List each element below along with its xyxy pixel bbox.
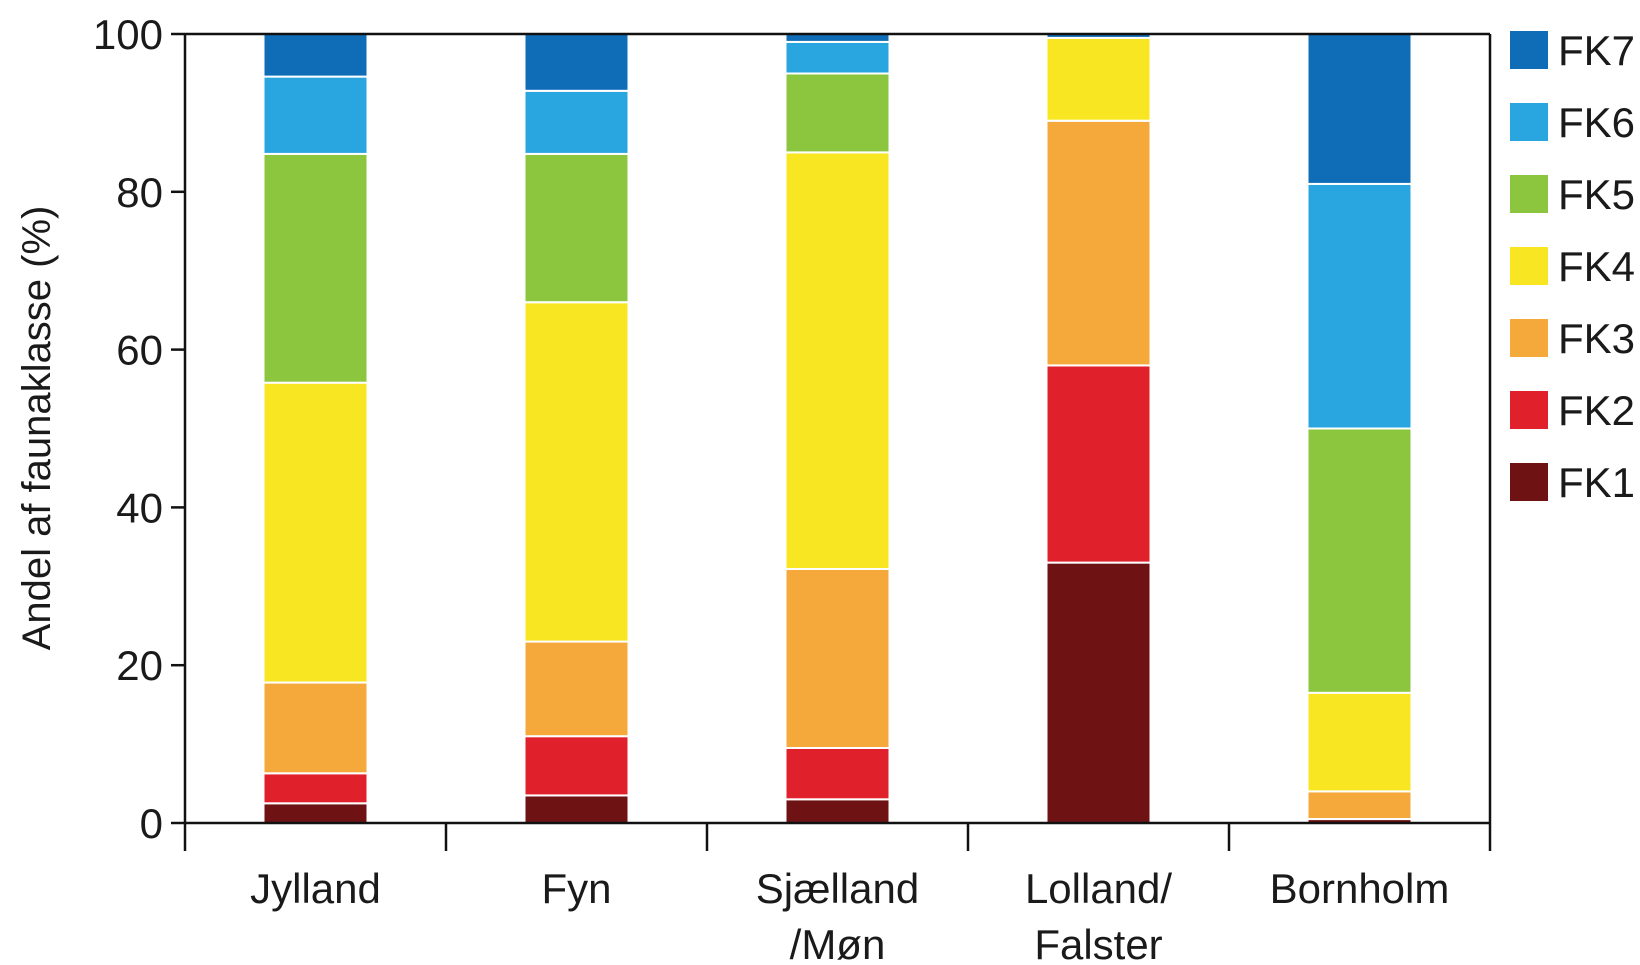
bar-segment-fk5-3 bbox=[784, 72, 891, 154]
bar-segment-fk7-5 bbox=[1306, 33, 1413, 185]
legend-swatch-fk1 bbox=[1510, 463, 1548, 501]
axes-layer: 0 20 40 60 80 100 Jylland Fyn Sjælland/Møn Lollan… bbox=[93, 11, 1492, 965]
bar-segment-fk1-2 bbox=[523, 794, 630, 825]
bar-segment-fk4-1 bbox=[262, 381, 369, 684]
bar-segment-fk7-2 bbox=[523, 33, 630, 92]
y-tick-label-40: 40 bbox=[116, 484, 163, 531]
legend-label-fk3: FK3 bbox=[1558, 315, 1635, 362]
legend-swatch-fk2 bbox=[1510, 391, 1548, 429]
bar-segment-fk4-3 bbox=[784, 151, 891, 570]
y-tick-label-100: 100 bbox=[93, 11, 163, 58]
bar-segment-fk1-3 bbox=[784, 798, 891, 824]
bar-segment-fk4-4 bbox=[1045, 36, 1152, 122]
bar-segment-fk6-5 bbox=[1306, 182, 1413, 430]
bar-segment-fk3-2 bbox=[523, 640, 630, 738]
bar-segment-fk6-1 bbox=[262, 75, 369, 155]
y-tick-label-60: 60 bbox=[116, 327, 163, 374]
y-tick-label-20: 20 bbox=[116, 642, 163, 689]
x-category-label-4-line1: Lolland/ bbox=[1025, 865, 1172, 912]
x-category-label-5: Bornholm bbox=[1270, 865, 1450, 912]
legend: FK7 FK6 FK5 FK4 FK3 FK2 FK1 bbox=[1510, 27, 1635, 506]
bar-segment-fk3-4 bbox=[1045, 119, 1152, 367]
legend-swatch-fk3 bbox=[1510, 319, 1548, 357]
bar-segment-fk3-5 bbox=[1306, 790, 1413, 821]
bar-segment-fk5-5 bbox=[1306, 427, 1413, 694]
bar-segment-fk3-3 bbox=[784, 567, 891, 750]
x-category-label-1: Jylland bbox=[250, 865, 381, 912]
bar-segment-fk3-1 bbox=[262, 681, 369, 775]
y-tick-label-80: 80 bbox=[116, 169, 163, 216]
legend-label-fk1: FK1 bbox=[1558, 459, 1635, 506]
legend-label-fk6: FK6 bbox=[1558, 99, 1635, 146]
y-tick-label-0: 0 bbox=[140, 800, 163, 847]
legend-label-fk7: FK7 bbox=[1558, 27, 1635, 74]
x-category-label-4-line2: Falster bbox=[1034, 921, 1162, 965]
legend-label-fk2: FK2 bbox=[1558, 387, 1635, 434]
bar-segment-fk2-2 bbox=[523, 735, 630, 797]
bar-segment-fk1-4 bbox=[1045, 561, 1152, 824]
x-category-label-2: Fyn bbox=[541, 865, 611, 912]
bar-segment-fk2-4 bbox=[1045, 364, 1152, 564]
x-category-label-3-line2: /Møn bbox=[790, 921, 886, 965]
bar-segment-fk2-3 bbox=[784, 747, 891, 801]
legend-swatch-fk6 bbox=[1510, 103, 1548, 141]
x-category-label-3-line1: Sjælland bbox=[756, 865, 919, 912]
legend-label-fk4: FK4 bbox=[1558, 243, 1635, 290]
bar-segment-fk5-2 bbox=[523, 152, 630, 304]
bar-segment-fk1-1 bbox=[262, 802, 369, 824]
bar-segment-fk6-3 bbox=[784, 40, 891, 75]
legend-swatch-fk7 bbox=[1510, 31, 1548, 69]
bar-segment-fk6-2 bbox=[523, 89, 630, 155]
bar-segment-fk7-1 bbox=[262, 33, 369, 78]
bar-segment-fk4-5 bbox=[1306, 691, 1413, 793]
legend-swatch-fk5 bbox=[1510, 175, 1548, 213]
bars-layer bbox=[262, 33, 1413, 825]
bar-segment-fk4-2 bbox=[523, 301, 630, 643]
legend-swatch-fk4 bbox=[1510, 247, 1548, 285]
bar-segment-fk5-1 bbox=[262, 152, 369, 384]
bar-segment-fk2-1 bbox=[262, 772, 369, 805]
legend-label-fk5: FK5 bbox=[1558, 171, 1635, 218]
y-axis-title: Andel af faunaklasse (%) bbox=[15, 206, 59, 651]
